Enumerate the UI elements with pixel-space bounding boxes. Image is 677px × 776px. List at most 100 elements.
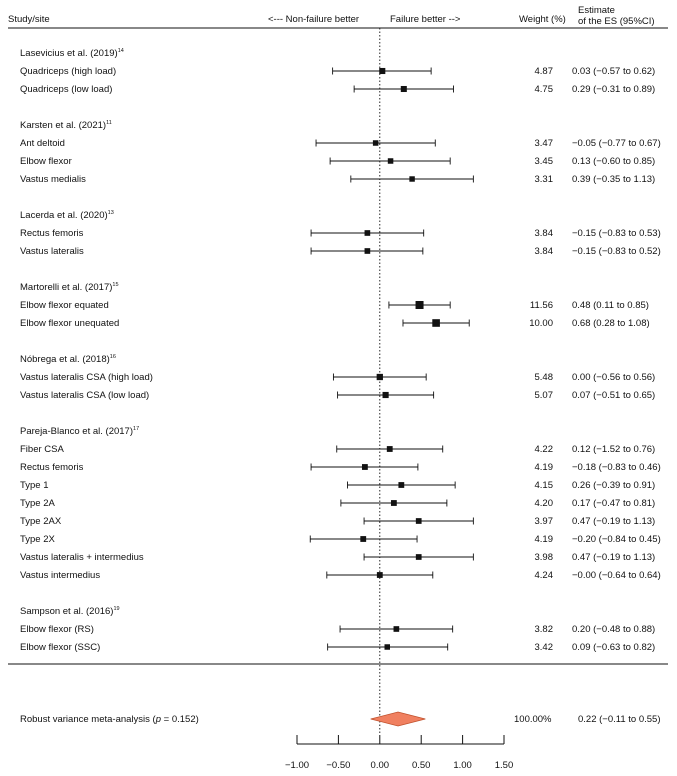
study-6-row-2-estimate: −0.18 (−0.83 to 0.46) [572,462,661,473]
study-2-row-1-label: Ant deltoid [20,138,65,149]
study-4-ref: 15 [112,282,118,288]
study-3-row-2-estimate: −0.15 (−0.83 to 0.52) [572,246,661,257]
study-6-row-2-label: Rectus femoris [20,462,84,473]
x-tick-label-4: 0.50 [412,760,431,771]
study-6-row-3-estimate: 0.26 (−0.39 to 0.91) [572,480,655,491]
study-2-row-2-weight: 3.45 [535,156,554,167]
study-6-row-6-label: Type 2X [20,534,56,545]
study-2-title: Karsten et al. (2021)11 [20,120,112,131]
study-6-row-8-label: Vastus intermedius [20,570,100,581]
study-1-title: Lasevicius et al. (2019)14 [20,48,124,59]
study-6-row-4-weight: 4.20 [535,498,554,509]
study-4-row-1-point [415,301,424,309]
study-6-row-2-weight: 4.19 [535,462,554,473]
study-6-row-1-point [386,446,393,452]
study-6-row-1-label: Fiber CSA [20,444,64,455]
study-4-row-2-point [432,319,440,327]
study-6-row-7-label: Vastus lateralis + intermedius [20,552,144,563]
study-3-row-1-estimate: −0.15 (−0.83 to 0.53) [572,228,661,239]
study-4-row-2-label: Elbow flexor unequated [20,318,119,329]
x-tick-label-3: 0.00 [371,760,390,771]
study-7-row-1-label: Elbow flexor (RS) [20,624,94,635]
x-tick-label-6: 1.50 [495,760,514,771]
x-tick-label-2: −0.50 [326,760,350,771]
study-2-row-2-point [387,158,394,164]
study-6-row-6-weight: 4.19 [535,534,554,545]
study-2-row-1-point [372,140,379,146]
study-7-row-1-estimate: 0.20 (−0.48 to 0.88) [572,624,655,635]
study-6-row-1-estimate: 0.12 (−1.52 to 0.76) [572,444,655,455]
header-estimate-line1: Estimate [578,5,615,16]
study-6-row-7-estimate: 0.47 (−0.19 to 1.13) [572,552,655,563]
study-1-row-1-estimate: 0.03 (−0.57 to 0.62) [572,66,655,77]
summary-label-prefix: Robust variance meta-analysis ( [20,714,157,725]
study-2-row-3-label: Vastus medialis [20,174,86,185]
study-6-ref: 17 [133,426,139,432]
study-6-row-5-point [415,518,422,524]
study-5-row-1-weight: 5.48 [535,372,554,383]
study-4-row-2-weight: 10.00 [529,318,553,329]
study-2-row-1-estimate: −0.05 (−0.77 to 0.67) [572,138,661,149]
study-1-ref: 14 [118,48,124,54]
study-6-row-7-weight: 3.98 [535,552,554,563]
study-4-title: Martorelli et al. (2017)15 [20,282,119,293]
study-1-row-1-weight: 4.87 [535,66,554,77]
study-5-row-2-estimate: 0.07 (−0.51 to 0.65) [572,390,655,401]
header-left-direction: <--- Non-failure better [268,14,359,25]
study-1-row-2-label: Quadriceps (low load) [20,84,112,95]
study-5-row-2-label: Vastus lateralis CSA (low load) [20,390,149,401]
study-6-row-4-label: Type 2A [20,498,56,509]
header-weight: Weight (%) [519,14,566,25]
study-1-row-2-weight: 4.75 [535,84,554,95]
study-6-row-3-weight: 4.15 [535,480,554,491]
study-2-row-3-estimate: 0.39 (−0.35 to 1.13) [572,174,655,185]
x-tick-label-1: −1.00 [285,760,309,771]
study-6-row-4-point [390,500,397,506]
header-right-direction: Failure better --> [390,14,461,25]
study-2-row-3-point [409,176,415,182]
summary-p-symbol: p [155,714,161,725]
study-6-row-3-label: Type 1 [20,480,49,491]
study-6-row-1-weight: 4.22 [535,444,554,455]
study-6-row-6-point [360,536,367,542]
study-3-title: Lacerda et al. (2020)13 [20,210,114,221]
study-5-row-2-point [382,391,389,399]
header-study: Study/site [8,14,50,25]
study-6-row-5-weight: 3.97 [535,516,554,527]
study-3-row-1-point [364,230,371,236]
study-6-row-8-weight: 4.24 [535,570,554,581]
study-6-row-3-point [398,482,405,488]
study-5-row-1-estimate: 0.00 (−0.56 to 0.56) [572,372,655,383]
study-3-ref: 13 [108,210,114,216]
study-6-row-2-point [361,464,368,470]
study-6-title: Pareja-Blanco et al. (2017)17 [20,426,139,437]
study-5-row-2-weight: 5.07 [535,390,554,401]
study-3-row-1-weight: 3.84 [535,228,554,239]
study-1-row-1-label: Quadriceps (high load) [20,66,116,77]
study-4-row-1-label: Elbow flexor equated [20,300,109,311]
study-7-row-2-label: Elbow flexor (SSC) [20,642,100,653]
study-6-row-5-label: Type 2AX [20,516,62,527]
study-2-row-2-label: Elbow flexor [20,156,72,167]
study-7-row-2-point [384,644,390,650]
study-6-row-5-estimate: 0.47 (−0.19 to 1.13) [572,516,655,527]
study-2-ref: 11 [106,120,112,126]
study-6-row-8-estimate: −0.00 (−0.64 to 0.64) [572,570,661,581]
summary-diamond [370,711,426,727]
study-2-row-2-estimate: 0.13 (−0.60 to 0.85) [572,156,655,167]
study-7-title: Sampson et al. (2016)19 [20,606,120,617]
study-rows: Lasevicius et al. (2019)14 Quadriceps (hi… [20,48,661,653]
study-5-ref: 16 [110,354,116,360]
study-7-row-2-estimate: 0.09 (−0.63 to 0.82) [572,642,655,653]
x-tick-label-5: 1.00 [453,760,472,771]
summary-weight: 100.00% [514,714,552,725]
study-3-row-2-point [364,248,371,254]
study-2-row-1-weight: 3.47 [535,138,554,149]
study-1-row-2-estimate: 0.29 (−0.31 to 0.89) [572,84,655,95]
study-5-row-1-point [376,373,383,381]
study-7-row-1-weight: 3.82 [535,624,554,635]
study-1-row-2-point [400,85,407,93]
study-6-row-6-estimate: −0.20 (−0.84 to 0.45) [572,534,661,545]
study-6-row-8-point [376,572,383,578]
